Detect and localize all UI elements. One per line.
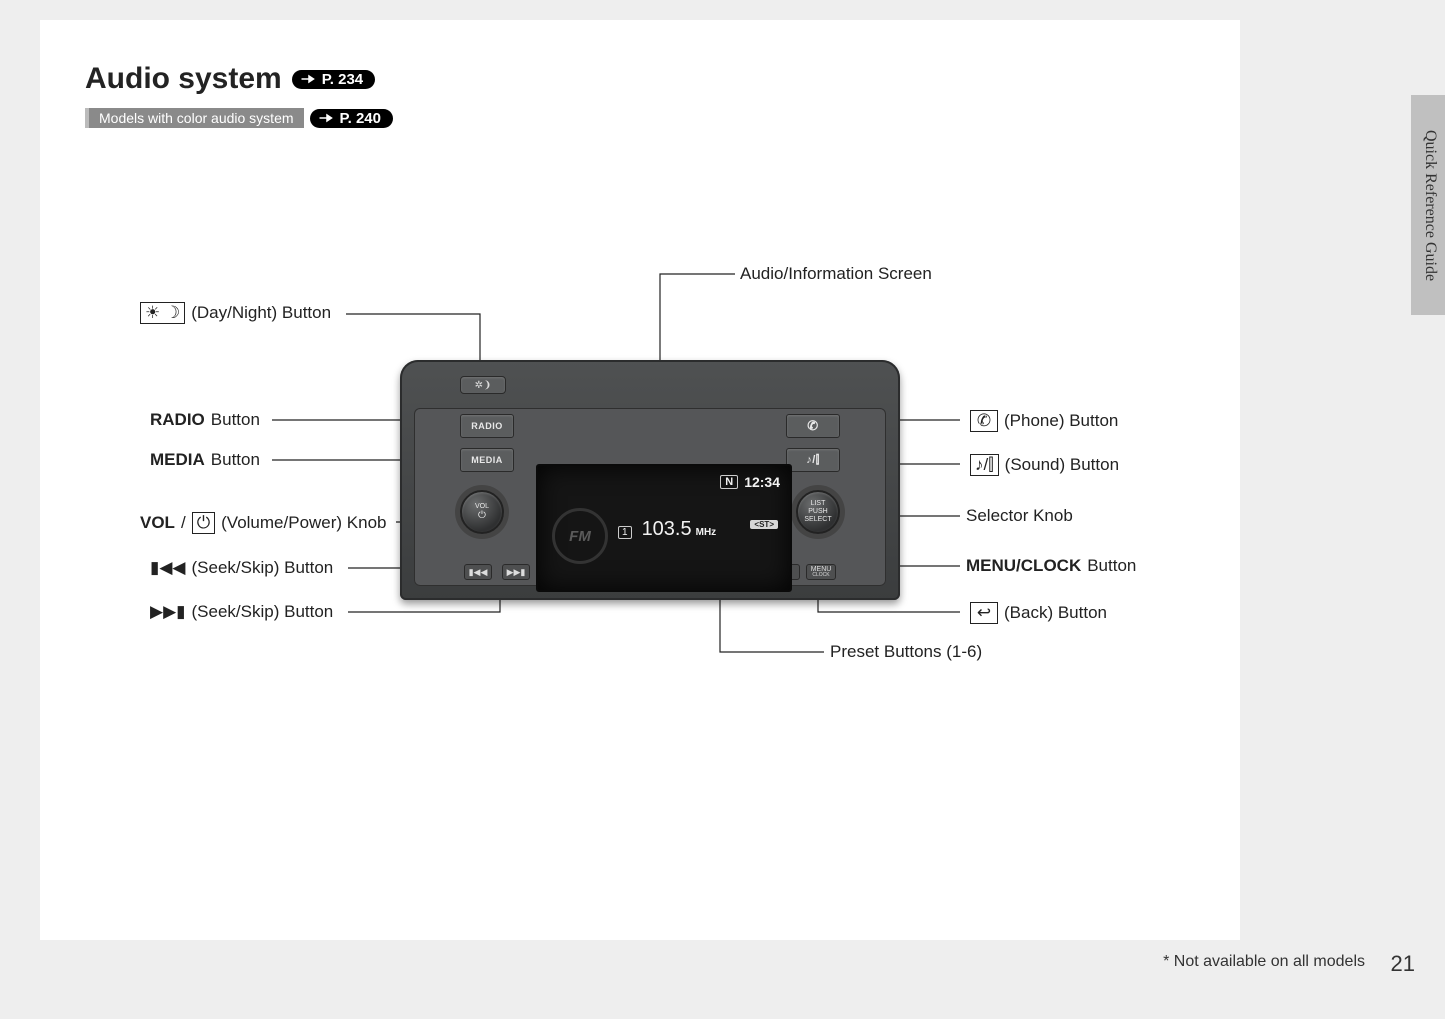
arrow-pill-icon xyxy=(318,112,336,124)
screen-topbar: N 12:34 xyxy=(720,474,780,490)
subtitle-row: Models with color audio system P. 240 xyxy=(85,108,393,128)
nav-indicator: N xyxy=(720,475,738,489)
page-title: Audio system xyxy=(85,62,282,96)
section-tab-label: Quick Reference Guide xyxy=(1421,130,1439,281)
selector-knob[interactable]: LIST PUSH SELECT xyxy=(796,490,840,534)
head-unit-face: RADIO MEDIA VOL ⏻ ▮◀◀ ▶▶▮ 1 2 3 4 5 6 xyxy=(414,408,886,586)
stereo-indicator: <ST> xyxy=(750,520,778,529)
frequency-display: 1 103.5 MHz xyxy=(618,518,716,541)
subtitle-chip: Models with color audio system xyxy=(85,108,304,128)
media-button[interactable]: MEDIA xyxy=(460,448,514,472)
footer-disclaimer: * Not available on all models xyxy=(1163,953,1365,971)
audio-unit-diagram: Audio/Information Screen ☀ ☽ (Day/Night)… xyxy=(100,250,1180,680)
menu-clock-button[interactable]: MENU CLOCK xyxy=(806,564,836,580)
seek-fwd-button[interactable]: ▶▶▮ xyxy=(502,564,530,580)
seek-back-button[interactable]: ▮◀◀ xyxy=(464,564,492,580)
audio-info-screen: N 12:34 1 103.5 MHz <ST> FM xyxy=(536,464,792,592)
page-ref-sub: P. 240 xyxy=(310,109,393,128)
page-ref-main: P. 234 xyxy=(292,70,375,89)
band-indicator: FM xyxy=(552,508,608,564)
daynight-button[interactable]: ✲❩ xyxy=(460,376,506,394)
clock-display: 12:34 xyxy=(744,474,780,490)
radio-button[interactable]: RADIO xyxy=(460,414,514,438)
sound-button[interactable]: ♪/⫿ xyxy=(786,448,840,472)
preset-indicator: 1 xyxy=(618,526,632,539)
title-row: Audio system P. 234 xyxy=(85,62,375,96)
seek-button-row: ▮◀◀ ▶▶▮ xyxy=(464,564,530,580)
page-number: 21 xyxy=(1391,951,1415,977)
volume-power-knob[interactable]: VOL ⏻ xyxy=(460,490,504,534)
manual-page: Audio system P. 234 Models with color au… xyxy=(40,20,1240,940)
arrow-pill-icon xyxy=(300,73,318,85)
head-unit: ✲❩ RADIO MEDIA VOL ⏻ ▮◀◀ ▶▶▮ 1 2 3 xyxy=(400,360,900,600)
phone-button[interactable]: ✆ xyxy=(786,414,840,438)
